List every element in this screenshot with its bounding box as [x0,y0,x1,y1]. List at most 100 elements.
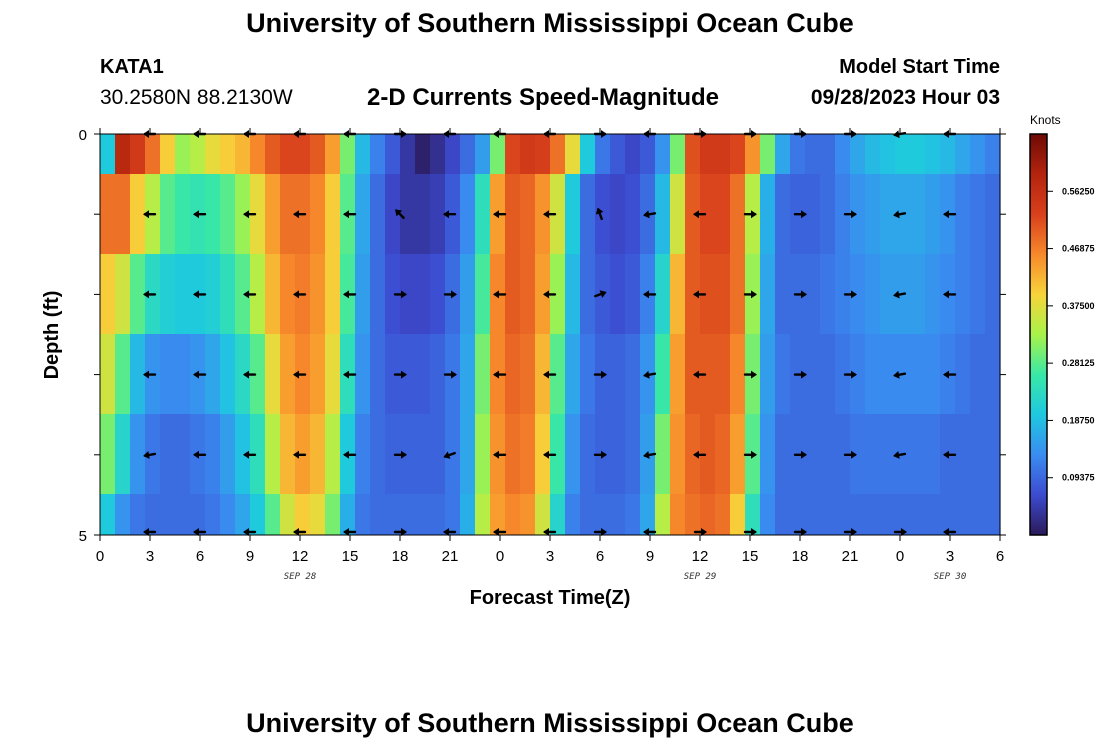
current-vector-arrow [493,210,507,219]
x-tick-label: 6 [596,548,604,565]
heatmap-cell [685,334,701,414]
heatmap-cell [415,254,431,334]
heatmap-cell [220,134,236,174]
heatmap-cell [685,134,701,174]
current-vector-arrow [593,528,607,536]
heatmap-cell [715,134,731,174]
heatmap-cell [940,134,956,174]
current-vector-arrow [743,450,757,459]
heatmap-cell [805,494,821,535]
x-tick-label: 0 [496,548,504,565]
heatmap-cell [205,134,221,174]
heatmap-cell [235,334,251,414]
heatmap-cell [925,494,941,535]
current-vector-arrow [843,528,857,536]
current-vector-arrow [293,370,307,379]
heatmap-cell [910,174,926,254]
heatmap-cell [595,134,611,174]
heatmap-cell [325,254,341,334]
heatmap-cell [670,174,686,254]
current-vector-arrow [643,528,657,536]
heatmap-cell [160,134,176,174]
heatmap-cell [835,414,851,494]
heatmap-cell [985,334,1001,414]
heatmap-cell [460,414,476,494]
current-vector-arrow [843,290,857,299]
heatmap-cell [115,174,131,254]
current-vector-arrow [393,290,407,299]
heatmap-cell [130,134,146,174]
heatmap-cell [340,494,356,535]
heatmap-cell [820,414,836,494]
heatmap-cell [160,414,176,494]
heatmap-cell [295,494,311,535]
heatmap-cell [580,414,596,494]
heatmap-cell [160,494,176,535]
heatmap-cell [970,134,986,174]
heatmap-cell [730,494,746,535]
heatmap-cell [670,494,686,535]
heatmap-cell [265,494,281,535]
x-tick-label: 0 [96,548,104,565]
heatmap-cell [955,494,971,535]
current-vector-arrow [443,528,457,536]
heatmap-cell [505,174,521,254]
heatmap-cell [250,334,266,414]
heatmap-cell [460,254,476,334]
heatmap-cell [460,134,476,174]
current-vector-arrow [743,210,757,219]
current-vector-arrow [543,370,557,379]
heatmap-cell [940,494,956,535]
heatmap-cell [535,134,551,174]
heatmap-cell [445,494,461,535]
current-vector-arrow [343,290,357,299]
x-tick-label: 15 [742,548,759,565]
heatmap-cell [220,494,236,535]
heatmap-cell [385,334,401,414]
heatmap-cell [565,174,581,254]
current-vector-arrow [893,528,907,536]
heatmap-cell [325,494,341,535]
heatmap-cell [580,254,596,334]
heatmap-cell [235,414,251,494]
x-tick-label: 3 [146,548,154,565]
current-vector-arrow [793,290,807,299]
current-vector-arrow [343,450,357,459]
heatmap-cell [760,414,776,494]
y-axis-label: Depth (ft) [41,291,63,380]
heatmap-cell [805,334,821,414]
heatmap-cell [550,134,566,174]
current-vector-arrow [343,210,357,219]
current-vector-arrow [643,210,657,219]
heatmap-cell [310,334,326,414]
heatmap-cell [835,134,851,174]
heatmap-cell [475,494,491,535]
heatmap-cell [925,334,941,414]
current-vector-arrow [843,210,857,219]
heatmap-cell [670,414,686,494]
heatmap-cell [385,414,401,494]
current-vector-arrow [193,290,207,299]
heatmap-cell [850,254,866,334]
current-vector-arrow [393,370,407,379]
heatmap-cell [370,254,386,334]
heatmap-cell [115,134,131,174]
heatmap-cell [505,334,521,414]
heatmap-cell [100,134,116,174]
current-vector-arrow [193,450,207,459]
heatmap-cell [355,254,371,334]
heatmap-cell [250,254,266,334]
page-title: University of Southern Mississippi Ocean… [246,8,854,38]
heatmap-cell [820,134,836,174]
heatmap-cell [400,334,416,414]
heatmap-cell [550,334,566,414]
x-tick-label: 9 [646,548,654,565]
heatmap-cell [475,134,491,174]
heatmap-cell [535,334,551,414]
heatmap-cell [610,254,626,334]
heatmap-cell [760,334,776,414]
heatmap-cell [955,414,971,494]
heatmap-cell [550,494,566,535]
x-tick-label: 9 [246,548,254,565]
heatmap-cell [175,334,191,414]
